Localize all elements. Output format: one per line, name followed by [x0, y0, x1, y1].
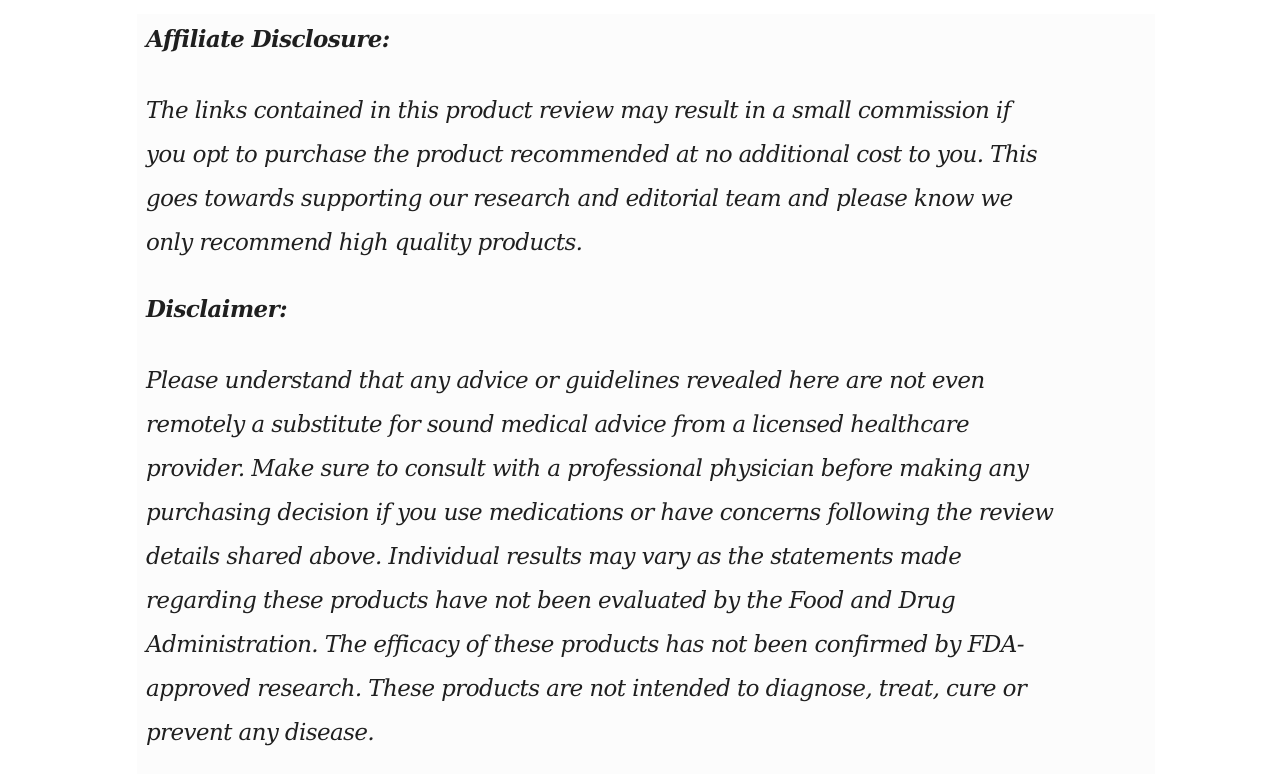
text-line: regarding these products have not been e…: [146, 588, 956, 614]
disclosure-panel: [137, 14, 1155, 774]
disclaimer-text: Please understand that any advice or gui…: [146, 359, 1054, 755]
text-line: only recommend high quality products.: [146, 230, 583, 256]
text-line: Administration. The efficacy of these pr…: [146, 632, 1025, 658]
text-line: approved research. These products are no…: [146, 676, 1027, 702]
text-line: purchasing decision if you use medicatio…: [146, 500, 1054, 526]
text-line: remotely a substitute for sound medical …: [146, 412, 970, 438]
text-line: provider. Make sure to consult with a pr…: [146, 456, 1029, 482]
disclaimer-heading: Disclaimer:: [146, 296, 288, 323]
text-line: Please understand that any advice or gui…: [146, 368, 985, 394]
text-line: goes towards supporting our research and…: [146, 186, 1013, 212]
affiliate-disclosure-text: The links contained in this product revi…: [146, 89, 1038, 265]
text-line: prevent any disease.: [146, 720, 375, 746]
affiliate-disclosure-heading: Affiliate Disclosure:: [146, 26, 390, 53]
text-line: The links contained in this product revi…: [146, 98, 1011, 124]
text-line: details shared above. Individual results…: [146, 544, 962, 570]
text-line: you opt to purchase the product recommen…: [146, 142, 1038, 168]
